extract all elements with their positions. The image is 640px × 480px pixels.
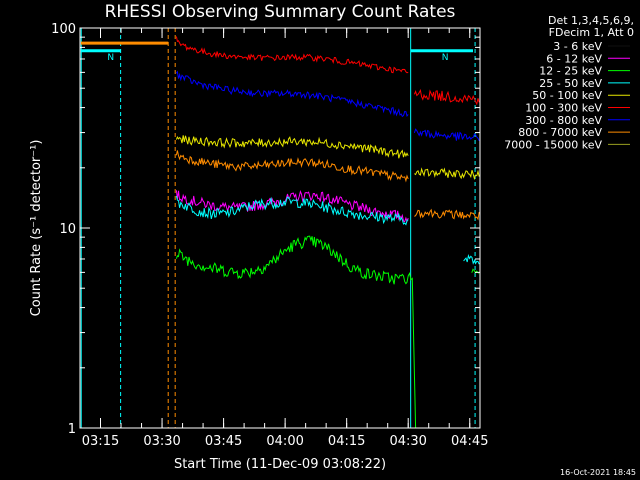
- legend-entry-label: 100 - 300 keV: [525, 102, 602, 115]
- x-axis-label: Start Time (11-Dec-09 03:08:22): [174, 457, 386, 472]
- x-tick-label: 03:45: [205, 434, 242, 449]
- legend-entry-label: 50 - 100 keV: [532, 89, 602, 102]
- x-tick-label: 04:15: [328, 434, 365, 449]
- series-tail: [414, 208, 480, 221]
- chart-title: RHESSI Observing Summary Count Rates: [105, 2, 456, 22]
- series-line-3-6-: [175, 183, 409, 227]
- legend-entry-label: 800 - 7000 keV: [518, 126, 602, 139]
- annotation-label: N: [442, 53, 449, 63]
- series-line-25-50-: [175, 195, 409, 226]
- y-axis: 1 10 100: [51, 22, 480, 437]
- series-line-300-800-: [175, 70, 409, 118]
- series-line-6-12-: [175, 190, 409, 223]
- y-tick-label: 1: [68, 422, 76, 437]
- x-tick-label: 04:30: [389, 434, 426, 449]
- legend-entry-label: 3 - 6 keV: [553, 40, 602, 53]
- series-line-50-100-: [175, 135, 409, 159]
- annotation-label: N: [107, 53, 114, 63]
- legend-entry-label: 25 - 50 keV: [539, 77, 602, 90]
- legend-entry-label: 7000 - 15000 keV: [504, 138, 602, 151]
- series-tail: [413, 88, 480, 106]
- y-axis-label: Count Rate (s⁻¹ detector⁻¹): [29, 140, 44, 317]
- series-tail: [414, 167, 480, 181]
- series-tail: [463, 253, 480, 265]
- series-line-800-7000-: [175, 150, 409, 183]
- legend-entry-label: 12 - 25 keV: [539, 65, 602, 78]
- generation-timestamp: 16-Oct-2021 18:45: [560, 468, 636, 477]
- y-tick-label: 100: [51, 22, 76, 37]
- x-tick-label: 04:00: [266, 434, 303, 449]
- x-tick-label: 03:15: [82, 434, 119, 449]
- legend: Det 1,3,4,5,6,9,FDecim 1, Att 03 - 6 keV…: [504, 14, 634, 151]
- legend-header-line: FDecim 1, Att 0: [549, 26, 634, 39]
- y-tick-label: 10: [59, 222, 76, 237]
- x-axis: 03:15 03:30 03:45 04:00 04:15 04:30 04:45: [79, 28, 488, 449]
- series-line-12-25-: [175, 235, 417, 428]
- plot-frame: [79, 27, 481, 429]
- x-tick-label: 04:45: [451, 434, 488, 449]
- series-line-100-300-: [175, 36, 409, 74]
- legend-header-line: Det 1,3,4,5,6,9,: [548, 14, 634, 27]
- legend-entry-label: 6 - 12 keV: [546, 52, 602, 65]
- legend-entry-label: 300 - 800 keV: [525, 114, 602, 127]
- series-tail: [413, 128, 480, 142]
- x-tick-label: 03:30: [143, 434, 180, 449]
